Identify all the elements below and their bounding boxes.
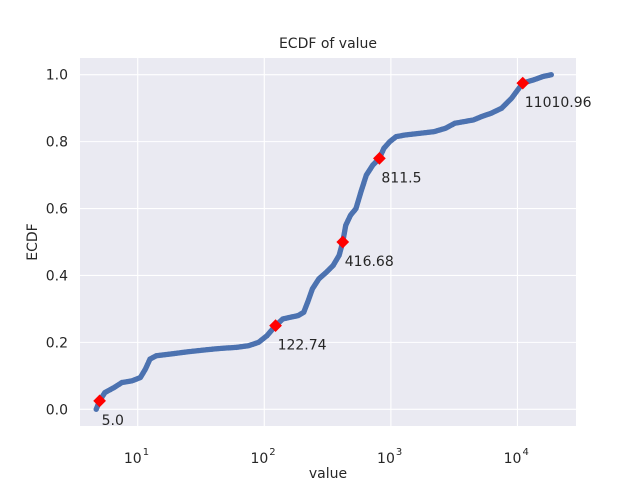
x-tick-label: 10 3 <box>377 447 402 467</box>
chart-title: ECDF of value <box>279 36 377 52</box>
x-tick-exponent: 3 <box>396 447 402 458</box>
x-tick-base: 10 <box>504 451 522 467</box>
y-axis-label: ECDF <box>25 223 41 260</box>
x-tick-label: 10 2 <box>250 447 275 467</box>
x-tick-base: 10 <box>250 451 268 467</box>
x-tick-labels: 10 1 10 2 10 3 10 4 <box>124 447 529 467</box>
y-tick-label: 1.0 <box>46 68 68 84</box>
x-tick-base: 10 <box>124 451 142 467</box>
x-tick-base: 10 <box>377 451 395 467</box>
quantile-label: 5.0 <box>102 413 124 429</box>
x-tick-exponent: 2 <box>269 447 275 458</box>
quantile-markers: 5.0 122.74 416.68 811.5 11010.96 <box>93 76 592 429</box>
quantile-marker <box>269 319 282 333</box>
quantile-label: 122.74 <box>278 338 327 354</box>
quantile-marker <box>373 151 386 165</box>
grid-lines <box>80 58 576 426</box>
plot-background <box>80 58 576 426</box>
y-tick-label: 0.0 <box>46 402 68 418</box>
x-tick-label: 10 1 <box>124 447 149 467</box>
quantile-marker <box>93 394 106 408</box>
y-tick-labels: 0.0 0.2 0.4 0.6 0.8 1.0 <box>46 68 68 419</box>
quantile-label: 11010.96 <box>525 95 592 111</box>
x-tick-exponent: 4 <box>522 447 528 458</box>
y-tick-label: 0.4 <box>46 268 68 284</box>
y-tick-label: 0.2 <box>46 335 68 351</box>
x-tick-label: 10 4 <box>504 447 529 467</box>
quantile-marker <box>336 235 350 249</box>
ecdf-point <box>548 72 554 78</box>
quantile-label: 811.5 <box>381 170 421 186</box>
y-tick-label: 0.8 <box>46 135 68 151</box>
quantile-label: 416.68 <box>345 254 394 270</box>
y-tick-label: 0.6 <box>46 202 68 218</box>
x-tick-exponent: 1 <box>143 447 149 458</box>
x-axis-label: value <box>309 466 347 480</box>
